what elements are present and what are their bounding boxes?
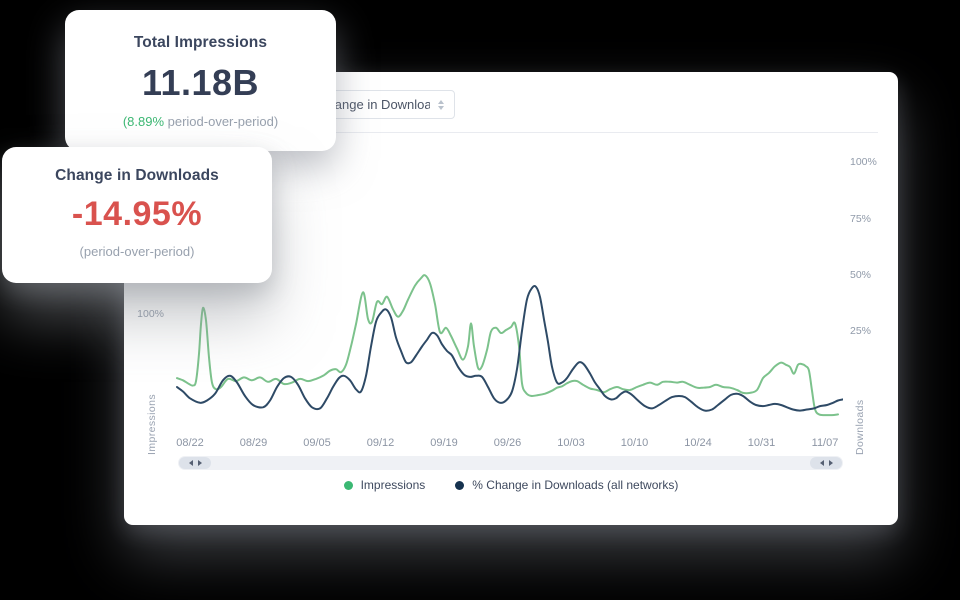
card-title: Change in Downloads xyxy=(55,167,219,184)
header-divider xyxy=(144,132,878,133)
x-tick-label: 10/24 xyxy=(684,437,712,449)
scroll-left-control[interactable] xyxy=(179,457,211,469)
period-change-value: (8.89% xyxy=(122,114,165,129)
x-tick-label: 09/05 xyxy=(303,437,331,449)
chart-scrollbar[interactable] xyxy=(178,456,843,470)
left-arrow-icon xyxy=(188,460,193,466)
series-line xyxy=(176,274,839,417)
left-arrow-icon xyxy=(819,460,824,466)
x-tick-label: 09/19 xyxy=(430,437,458,449)
right-arrow-icon xyxy=(828,460,833,466)
left-axis-title: Impressions xyxy=(146,393,158,455)
x-axis-ticks: 08/22 08/29 09/05 09/12 09/19 09/26 10/03 10/10… xyxy=(175,437,843,451)
card-title: Total Impressions xyxy=(133,34,268,51)
right-axis-tick: 50% xyxy=(850,269,872,281)
x-tick-label: 09/26 xyxy=(493,437,522,449)
total-impressions-card: Total Impressions 11.18B (8.89% period-o… xyxy=(65,10,336,151)
right-axis-tick: 75% xyxy=(850,213,872,225)
right-axis-tick: 100% xyxy=(850,156,877,168)
x-tick-label: 10/31 xyxy=(747,437,776,449)
legend-label: % Change in Downloads (all networks) xyxy=(472,478,679,492)
x-tick-label: 10/10 xyxy=(620,437,649,449)
right-axis-tick: 25% xyxy=(850,325,872,337)
x-tick-label: 11/07 xyxy=(811,437,839,449)
chevron-updown-icon xyxy=(438,99,444,110)
card-subtext: (period-over-period) xyxy=(79,244,195,259)
x-tick-label: 08/29 xyxy=(239,437,268,449)
period-change-label: period-over-period) xyxy=(164,114,279,129)
legend-item-downloads[interactable]: % Change in Downloads (all networks) xyxy=(455,478,678,492)
right-axis-title: Downloads xyxy=(854,399,866,455)
card-value: -14.95% xyxy=(71,195,203,233)
impressions-legend-dot-icon xyxy=(343,480,353,490)
scroll-right-control[interactable] xyxy=(810,457,842,469)
card-value: 11.18B xyxy=(141,62,260,103)
right-arrow-icon xyxy=(197,460,202,466)
series-line xyxy=(176,285,843,412)
card-subtext: (8.89% period-over-period) xyxy=(65,114,336,129)
chart-legend: Impressions % Change in Downloads (all n… xyxy=(124,478,898,492)
x-tick-label: 09/12 xyxy=(366,437,395,449)
x-tick-label: 08/22 xyxy=(176,437,204,449)
chart-svg[interactable] xyxy=(175,150,843,450)
change-in-downloads-card: Change in Downloads -14.95% (period-over… xyxy=(2,147,272,283)
legend-item-impressions[interactable]: Impressions xyxy=(343,478,426,492)
legend-label: Impressions xyxy=(360,478,426,492)
downloads-legend-dot-icon xyxy=(455,480,465,490)
left-axis-tick: 100% xyxy=(137,308,164,320)
x-tick-label: 10/03 xyxy=(557,437,585,449)
